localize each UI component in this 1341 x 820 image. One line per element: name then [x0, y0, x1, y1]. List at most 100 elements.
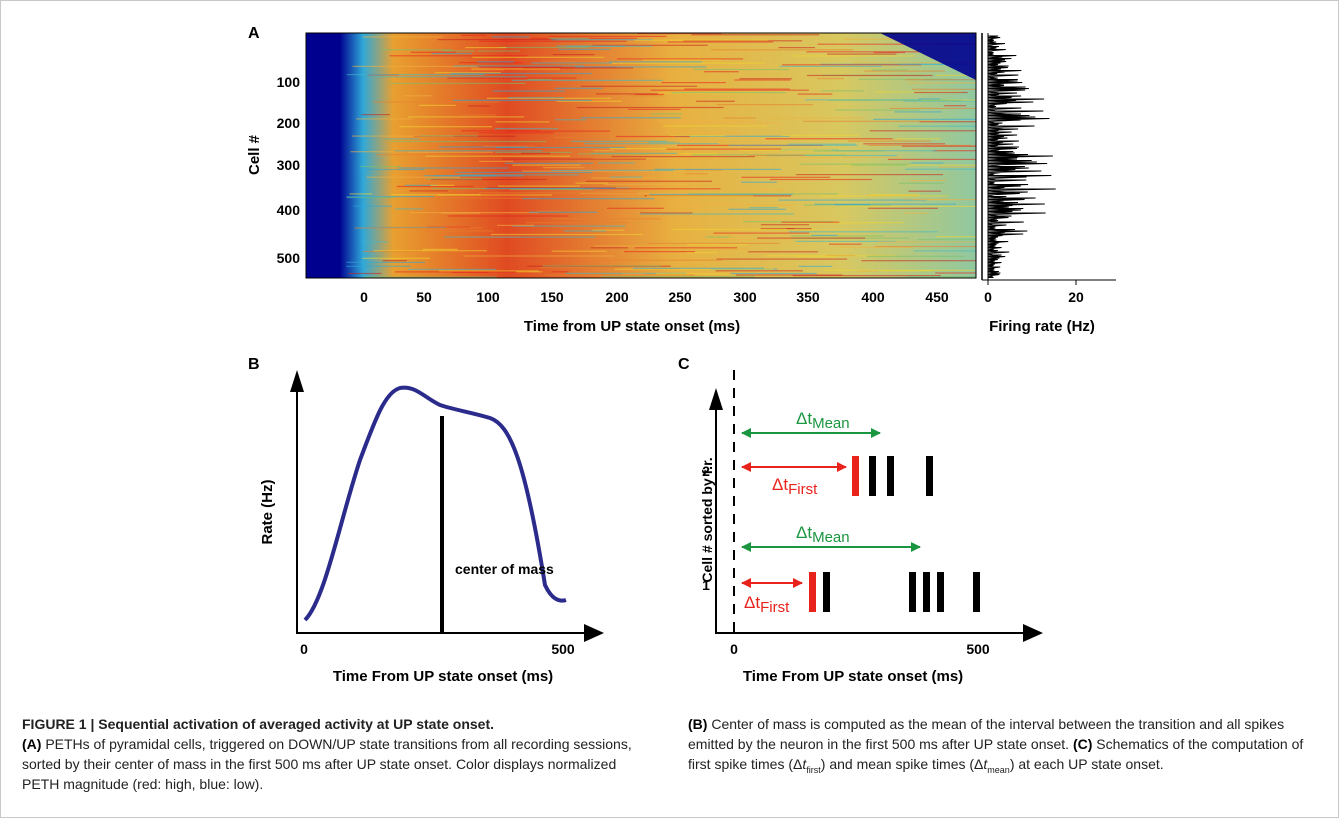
heatmap-streak — [868, 207, 938, 209]
heatmap-streak — [935, 236, 976, 238]
heatmap-streak — [705, 236, 730, 238]
heatmap-streak — [843, 164, 976, 166]
heatmap-streak — [735, 274, 843, 276]
heatmap-streak — [857, 270, 879, 272]
heatmap-streak — [906, 276, 976, 278]
heatmap-streak — [540, 267, 622, 269]
panel-a-x-tick: 400 — [861, 289, 885, 305]
heatmap-streak — [592, 44, 708, 46]
heatmap-streak — [918, 98, 940, 100]
heatmap-streak — [778, 199, 927, 201]
heatmap-streak — [550, 169, 674, 171]
heatmap-streak — [542, 271, 569, 273]
heatmap-streak — [578, 153, 649, 155]
heatmap-streak — [529, 211, 598, 213]
heatmap-upper-right-wedge — [880, 33, 976, 80]
heatmap-streak — [443, 67, 480, 69]
heatmap-streak — [696, 100, 735, 102]
panel-b-y-label: Rate (Hz) — [259, 479, 276, 544]
heatmap-streak — [901, 145, 976, 147]
heatmap-streak — [450, 72, 593, 75]
heatmap-streak — [558, 48, 611, 50]
panel-b-x-tick-end: 500 — [551, 641, 575, 657]
heatmap-streak — [741, 181, 777, 183]
heatmap-streak — [869, 194, 920, 196]
heatmap-streak — [459, 62, 523, 64]
heatmap-streak — [423, 175, 497, 177]
heatmap-streak — [404, 95, 433, 97]
heatmap-streak — [642, 59, 722, 61]
heatmap-streak — [445, 69, 504, 71]
heatmap-streak — [419, 104, 456, 106]
heatmap-streak — [778, 47, 815, 49]
heatmap-streak — [654, 168, 782, 170]
heatmap-streak — [453, 99, 592, 101]
heatmap-streak — [868, 144, 971, 146]
heatmap-streak — [799, 163, 911, 165]
heatmap-streak — [356, 118, 413, 120]
heatmap-streak — [828, 99, 962, 102]
panel-a-label: A — [248, 25, 260, 42]
heatmap-streak — [650, 89, 809, 91]
heatmap-streak — [444, 236, 596, 238]
heatmap-streak — [544, 274, 695, 276]
panel-a-x-tick: 0 — [360, 289, 368, 305]
heatmap-stripes — [346, 33, 976, 278]
heatmap-streak — [611, 156, 755, 158]
heatmap-streak — [431, 178, 547, 181]
heatmap-streak — [909, 179, 947, 182]
heatmap-streak — [407, 151, 493, 153]
heatmap-streak — [448, 215, 569, 217]
panel-c-label: C — [678, 356, 690, 373]
heatmap-streak — [663, 125, 767, 127]
heatmap-streak — [437, 39, 557, 41]
heatmap-streak — [848, 140, 932, 142]
heatmap-streak — [361, 114, 390, 116]
heatmap-streak — [424, 230, 494, 232]
panel-b-y-arrowhead — [290, 370, 304, 392]
heatmap-pre-onset-band — [306, 33, 340, 278]
heatmap-streak — [811, 234, 838, 236]
heatmap-streak — [438, 270, 539, 272]
heatmap-streak — [820, 195, 949, 197]
heatmap-streak — [667, 41, 774, 43]
heatmap-streak — [648, 141, 680, 143]
heatmap-streak — [586, 180, 713, 182]
heatmap-streak — [624, 251, 696, 253]
heatmap-streak — [655, 273, 728, 275]
panel-a-x-tick: 50 — [416, 289, 432, 305]
heatmap-streak — [795, 240, 896, 242]
heatmap-streak — [615, 135, 690, 138]
heatmap-streak — [477, 61, 514, 63]
heatmap-streak — [447, 77, 577, 79]
panel-a-x-tick: 150 — [540, 289, 564, 305]
heatmap-streak — [658, 120, 757, 122]
heatmap-streak — [385, 138, 420, 140]
panel-a-x-tick: 350 — [796, 289, 820, 305]
heatmap-streak — [881, 270, 934, 272]
heatmap-streak — [375, 76, 527, 78]
heatmap-streak — [404, 184, 438, 186]
heatmap-streak — [839, 246, 913, 248]
caption-sub-first: first — [806, 764, 821, 775]
heatmap-streak — [843, 38, 907, 40]
heatmap-streak — [944, 105, 967, 107]
heatmap-streak — [451, 271, 489, 273]
heatmap-streak — [495, 151, 572, 153]
heatmap-streak — [556, 100, 622, 102]
heatmap-streak — [609, 176, 643, 178]
panel-a-x-label: Time from UP state onset (ms) — [524, 318, 740, 335]
heatmap-streak — [590, 247, 628, 249]
heatmap-streak — [913, 250, 976, 252]
caption-b-text: Center of mass is computed as the mean o… — [688, 716, 1285, 752]
heatmap-streak — [814, 203, 957, 205]
heatmap-streak — [760, 224, 809, 226]
panel-c-x-tick-start: 0 — [730, 641, 738, 657]
heatmap-streak — [898, 63, 976, 65]
heatmap-streak — [767, 117, 866, 119]
panel-c-x-arrowhead — [1023, 624, 1043, 642]
heatmap-streak — [691, 34, 820, 36]
heatmap-streak — [434, 72, 501, 74]
heatmap-streak — [537, 210, 562, 212]
